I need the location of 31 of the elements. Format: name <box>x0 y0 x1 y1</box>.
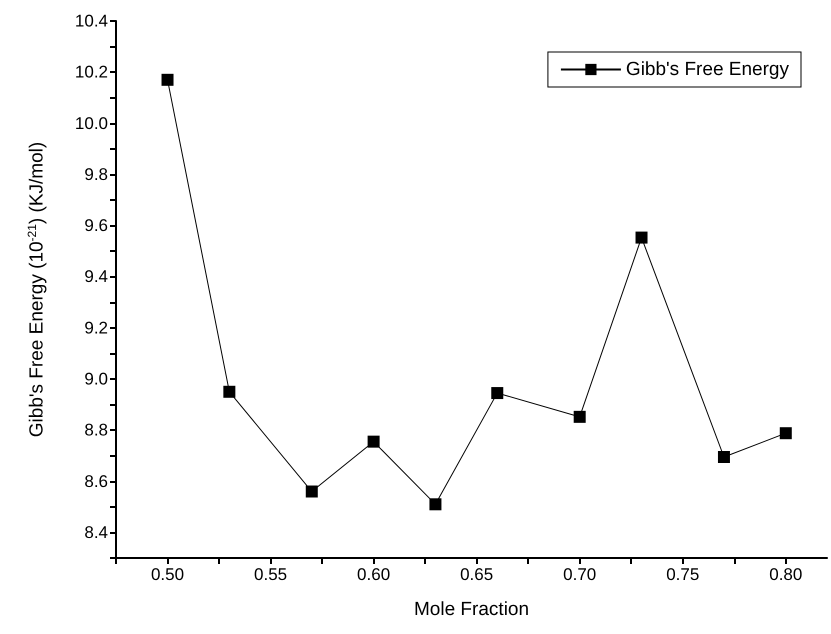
point <box>429 498 442 510</box>
x-tick-label: 0.75 <box>666 565 700 584</box>
y-tick-label: 8.6 <box>84 472 108 491</box>
y-tick-label: 9.8 <box>84 164 108 184</box>
legend-label: Gibb's Free Energy <box>626 59 790 80</box>
x-tick-label: 0.65 <box>460 565 494 584</box>
point <box>223 386 236 398</box>
y-tick-label: 10.2 <box>74 62 108 82</box>
y-tick-label: 10.4 <box>74 12 108 30</box>
y-tick-label: 9.6 <box>84 216 108 236</box>
point <box>306 486 318 498</box>
y-tick-label: 8.4 <box>84 522 108 542</box>
y-axis-title: Gibb's Free Energy (10-21) (KJ/mol) <box>25 142 48 438</box>
point <box>780 427 792 440</box>
x-tick-label: 0.55 <box>254 565 288 584</box>
y-tick-label: 8.8 <box>84 420 108 440</box>
x-axis-title: Mole Fraction <box>414 599 530 620</box>
x-tick-label: 0.80 <box>769 565 802 584</box>
point <box>162 74 174 86</box>
y-tick-label: 9.2 <box>84 318 108 338</box>
y-tick-label: 10.0 <box>74 114 108 133</box>
x-tick-label: 0.50 <box>150 565 184 584</box>
x-tick-label: 0.70 <box>563 565 596 584</box>
point <box>718 450 730 463</box>
x-tick-label: 0.60 <box>357 565 390 584</box>
point <box>574 410 586 423</box>
point <box>491 387 504 400</box>
y-tick-label: 9.4 <box>84 267 108 286</box>
point <box>636 232 648 244</box>
y-tick-label: 9.0 <box>84 370 108 388</box>
point <box>368 436 380 448</box>
